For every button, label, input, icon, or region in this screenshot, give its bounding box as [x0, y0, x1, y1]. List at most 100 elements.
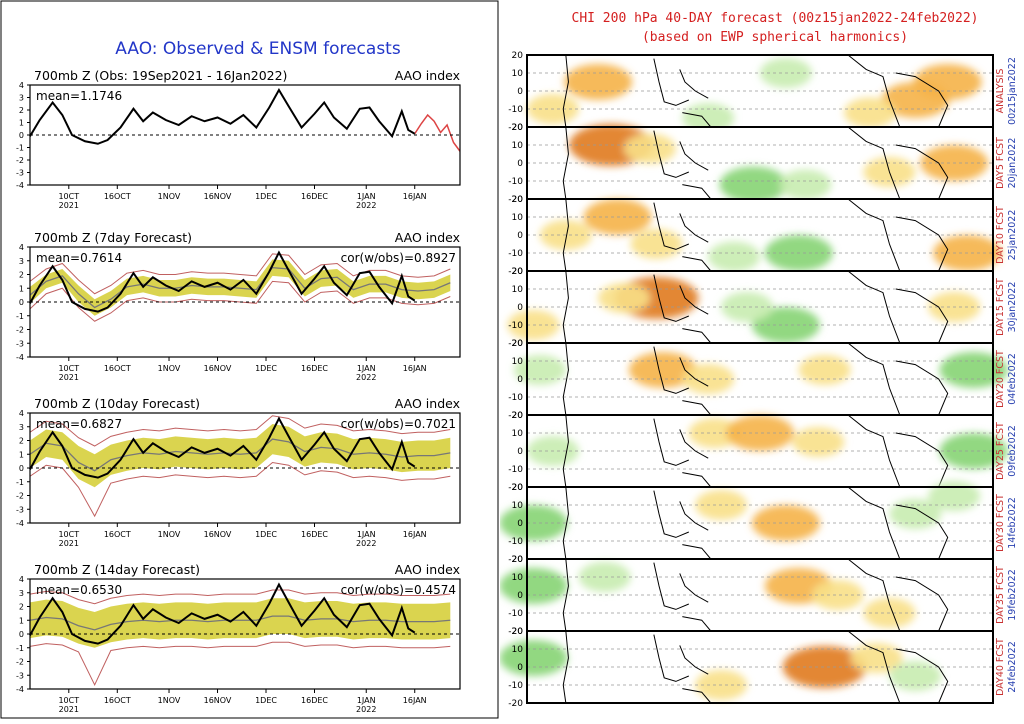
- latitude-tick-label: 10: [512, 429, 524, 439]
- chi-anomaly-field: [569, 124, 989, 203]
- x-tick-label: 1JAN: [357, 364, 376, 373]
- y-tick-label: 2: [19, 603, 24, 612]
- coastline: [562, 198, 569, 272]
- x-tick-label: 1JAN: [357, 192, 376, 201]
- coastline: [895, 432, 949, 488]
- row-label-line2: 09feb2022: [1007, 425, 1018, 477]
- y-tick-label: 1: [19, 616, 24, 625]
- latitude-tick-label: -10: [508, 537, 523, 547]
- observed-aao-line: [29, 582, 416, 645]
- negative-anomaly: [779, 169, 832, 200]
- x-tick-year-label: 2022: [356, 705, 376, 714]
- negative-anomaly: [719, 166, 788, 203]
- coastline: [895, 360, 949, 416]
- chi-row-5: 20 10 0 -10 -20 DAY25 FCST 09feb2022: [508, 411, 1018, 493]
- coastline: [682, 112, 712, 128]
- member-max-line: [29, 253, 451, 295]
- y-tick-label: -4: [16, 519, 24, 528]
- coastline: [847, 486, 901, 560]
- x-tick-label: 16NOV: [204, 530, 232, 539]
- x-tick-label: 16JAN: [403, 364, 427, 373]
- x-tick-label: 16JAN: [403, 696, 427, 705]
- aao-subplot-3: 700mb Z (14day Forecast) AAO index mean=0.…: [16, 562, 461, 714]
- latitude-tick-label: 10: [512, 69, 524, 79]
- latitude-tick-label: 10: [512, 285, 524, 295]
- coastline: [682, 616, 712, 632]
- latitude-tick-label: 0: [517, 375, 523, 385]
- positive-anomaly: [850, 643, 903, 673]
- row-label-line2: 00z15jan2022: [1007, 57, 1018, 125]
- positive-anomaly: [782, 646, 867, 688]
- latitude-tick-label: -20: [508, 555, 523, 565]
- row-label-line1: DAY25 FCST: [995, 422, 1006, 480]
- negative-anomaly: [928, 481, 981, 511]
- y-tick-label: 2: [19, 106, 24, 115]
- coastline: [682, 184, 712, 200]
- latitude-tick-label: 20: [512, 627, 524, 637]
- y-tick-label: 1: [19, 284, 24, 293]
- cor-label: cor(w/obs)=0.8927: [341, 251, 456, 265]
- y-tick-label: -3: [16, 671, 24, 680]
- coastline: [847, 54, 901, 128]
- coastline: [895, 648, 949, 704]
- latitude-tick-label: 20: [512, 51, 524, 61]
- row-label-line2: 24feb2022: [1007, 641, 1018, 693]
- chi-row-6: 20 10 0 -10 -20 DAY30 FCST 14feb2022: [499, 481, 1018, 565]
- x-tick-year-label: 2022: [356, 539, 376, 548]
- row-label-line1: DAY40 FCST: [995, 638, 1006, 696]
- coastline: [847, 414, 901, 488]
- y-tick-label: 1: [19, 450, 24, 459]
- member-min-line: [29, 461, 451, 518]
- latitude-tick-label: -20: [508, 411, 523, 421]
- coastline: [679, 141, 709, 171]
- subplot-index-label: AAO index: [395, 68, 460, 83]
- latitude-tick-label: -20: [508, 123, 523, 133]
- y-tick-label: -3: [16, 505, 24, 514]
- x-tick-label: 16JAN: [403, 192, 427, 201]
- cor-label: cor(w/obs)=0.4574: [341, 583, 456, 597]
- x-tick-label: 1NOV: [158, 364, 181, 373]
- y-tick-label: 2: [19, 271, 24, 280]
- latitude-tick-label: 0: [517, 87, 523, 97]
- negative-anomaly: [682, 103, 735, 133]
- coastline: [679, 69, 709, 99]
- spread-band: [30, 259, 451, 316]
- y-tick-label: 0: [19, 298, 24, 307]
- subplot-index-label: AAO index: [395, 396, 460, 411]
- positive-anomaly: [798, 355, 851, 385]
- latitude-tick-label: -10: [508, 321, 523, 331]
- x-tick-label: 10CT: [58, 530, 79, 539]
- x-tick-label: 1DEC: [255, 696, 277, 705]
- coastline: [895, 288, 949, 344]
- latitude-tick-label: -20: [508, 267, 523, 277]
- y-tick-label: 1: [19, 119, 24, 128]
- latitude-tick-label: -10: [508, 465, 523, 475]
- coastline: [682, 328, 712, 344]
- latitude-tick-label: -10: [508, 393, 523, 403]
- member-max-line: [29, 415, 451, 447]
- series-line-ensemble-mean-forecast: [29, 266, 451, 309]
- x-tick-label: 16NOV: [204, 364, 232, 373]
- latitude-tick-label: 20: [512, 555, 524, 565]
- x-tick-label: 16JAN: [403, 530, 427, 539]
- chi-row-3: 20 10 0 -10 -20 DAY15 FCST 30jan2022: [507, 267, 1018, 349]
- coastline: [682, 400, 712, 416]
- map-frame: [526, 630, 994, 704]
- latitude-tick-label: 20: [512, 411, 524, 421]
- x-tick-label: 16DEC: [301, 696, 328, 705]
- coastline: [562, 270, 569, 344]
- row-label-line1: DAY35 FCST: [995, 566, 1006, 624]
- latitude-tick-label: -20: [508, 699, 523, 709]
- chi-row-1: 20 10 0 -10 -20 DAY5 FCST 20jan2022: [508, 123, 1018, 205]
- x-tick-year-label: 2021: [59, 539, 79, 548]
- chi-row-7: 20 10 0 -10 -20 DAY35 FCST 19feb2022: [499, 555, 1018, 637]
- coastline: [682, 544, 712, 560]
- coastline: [653, 202, 689, 250]
- mean-label: mean=0.6827: [36, 417, 122, 431]
- chi-panel: CHI 200 hPa 40-DAY forecast (00z15jan202…: [499, 0, 1024, 720]
- subplot-title: 700mb Z (Obs: 19Sep2021 - 16Jan2022): [34, 68, 287, 83]
- latitude-tick-label: -20: [508, 339, 523, 349]
- row-label-line2: 04feb2022: [1007, 353, 1018, 405]
- row-label-line2: 25jan2022: [1007, 210, 1018, 261]
- negative-anomaly: [499, 568, 568, 604]
